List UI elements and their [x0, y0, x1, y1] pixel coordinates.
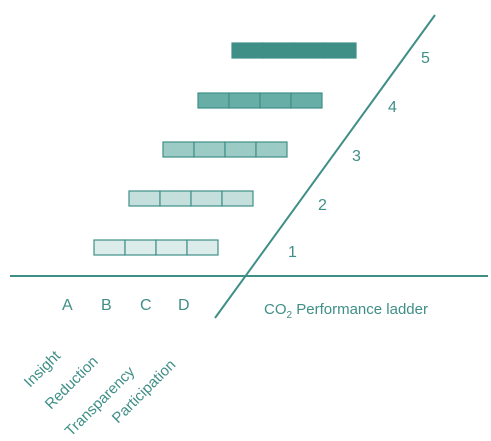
level-4-cell-3	[259, 92, 292, 109]
dimension-labels: Insight Reduction Transparency Participa…	[21, 347, 179, 440]
level-1-cell-1	[93, 239, 126, 256]
level-bar-3	[162, 141, 288, 158]
level-bar-5	[231, 42, 357, 59]
level-3-cell-4	[255, 141, 288, 158]
axis-title: CO2 Performance ladder	[264, 301, 428, 321]
level-bar-1	[93, 239, 219, 256]
level-5-cell-1	[231, 42, 264, 59]
axis-title-suffix: Performance ladder	[292, 301, 428, 318]
level-label-5: 5	[421, 50, 430, 67]
level-5-cell-3	[293, 42, 326, 59]
level-1-cell-2	[124, 239, 157, 256]
level-label-3: 3	[352, 148, 361, 165]
column-letter-b: B	[101, 297, 112, 314]
column-letters: A B C D	[62, 297, 190, 314]
axis-title-prefix: CO	[264, 301, 287, 318]
axis-title-subscript: 2	[287, 310, 293, 321]
level-4-cell-4	[290, 92, 323, 109]
level-2-cell-3	[190, 190, 223, 207]
ladder-diagonal-line	[214, 14, 436, 319]
level-5-cell-2	[262, 42, 295, 59]
column-letter-c: C	[140, 297, 152, 314]
level-label-4: 4	[388, 99, 397, 116]
level-2-cell-4	[221, 190, 254, 207]
level-3-cell-2	[193, 141, 226, 158]
level-4-cell-1	[197, 92, 230, 109]
level-1-cell-4	[186, 239, 219, 256]
column-letter-a: A	[62, 297, 73, 314]
level-label-1: 1	[288, 244, 297, 261]
level-3-cell-3	[224, 141, 257, 158]
level-1-cell-3	[155, 239, 188, 256]
level-2-cell-2	[159, 190, 192, 207]
level-label-2: 2	[318, 197, 327, 214]
level-4-cell-2	[228, 92, 261, 109]
level-bars	[93, 42, 357, 256]
level-5-cell-4	[324, 42, 357, 59]
level-bar-2	[128, 190, 254, 207]
level-2-cell-1	[128, 190, 161, 207]
level-3-cell-1	[162, 141, 195, 158]
level-bar-4	[197, 92, 323, 109]
column-letter-d: D	[178, 297, 190, 314]
level-labels: 1 2 3 4 5	[288, 50, 430, 261]
